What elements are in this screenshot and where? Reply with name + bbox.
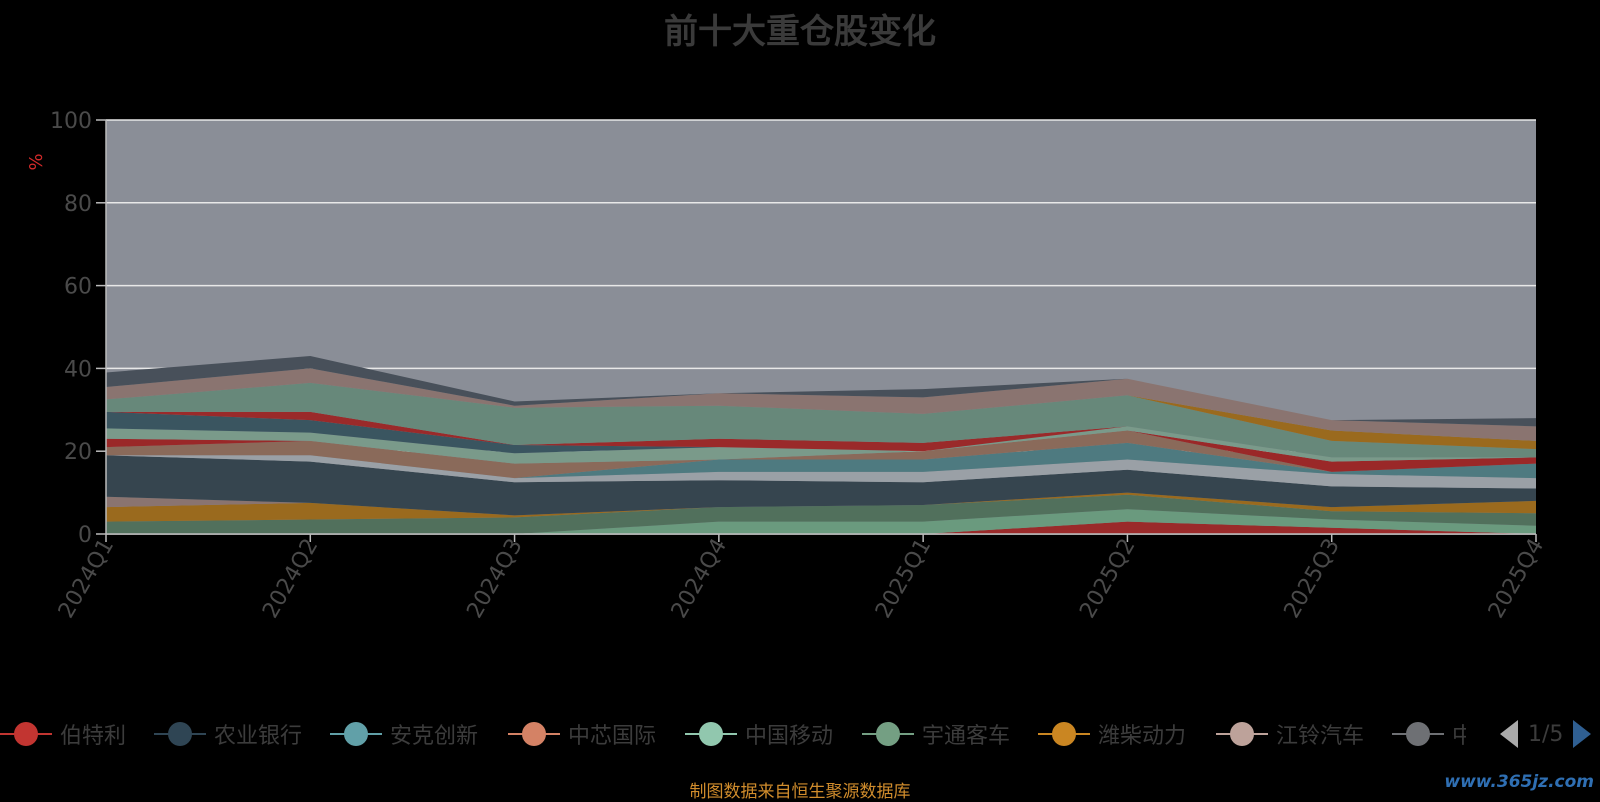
area-series-13 [106, 411, 1536, 458]
x-tick-label: 2024Q3 [462, 535, 527, 623]
legend-marker-icon [330, 721, 382, 747]
y-axis-label: % [26, 153, 47, 170]
area-series-15 [106, 382, 1536, 450]
area-series-4 [106, 492, 1536, 522]
area-series-6 [106, 455, 1536, 516]
legend-page-indicator: 1/5 [1528, 721, 1564, 747]
legend-marker-dot [1230, 722, 1254, 746]
x-tick-label: 2025Q4 [1484, 535, 1549, 623]
legend-marker-dot [168, 722, 192, 746]
legend: 伯特利 农业银行 安克创新 中芯国际 中国移动 宇通客车 潍柴动力 江铃汽车 中 1/5 [0, 714, 1600, 754]
legend-marker-icon [685, 721, 737, 747]
legend-label: 江铃汽车 [1276, 724, 1365, 749]
legend-item[interactable]: 潍柴动力 [1038, 714, 1186, 754]
x-tick-label: 2025Q3 [1280, 535, 1345, 623]
y-tick-label: 60 [64, 275, 92, 300]
area-series-17 [106, 356, 1536, 427]
legend-marker-icon [1038, 721, 1090, 747]
area-series-12 [106, 411, 1536, 458]
y-tick-label: 40 [64, 357, 92, 382]
area-series-11 [106, 426, 1536, 464]
legend-marker-icon [154, 721, 206, 747]
legend-label: 安克创新 [390, 724, 479, 749]
y-tick-label: 0 [78, 523, 92, 548]
legend-items: 伯特利 农业银行 安克创新 中芯国际 中国移动 宇通客车 潍柴动力 江铃汽车 中 [0, 714, 1466, 754]
legend-label: 潍柴动力 [1098, 724, 1187, 749]
legend-marker-dot [699, 722, 723, 746]
x-tick-label: 2024Q2 [258, 535, 323, 623]
legend-label: 伯特利 [60, 724, 127, 749]
area-series-14 [106, 382, 1536, 458]
area-series [106, 356, 1536, 534]
legend-next-page-icon[interactable] [1573, 720, 1592, 748]
legend-marker-dot [1052, 722, 1076, 746]
legend-prev-page-icon[interactable] [1500, 720, 1518, 748]
watermark: www.365jz.com [1444, 772, 1594, 792]
legend-label: 农业银行 [214, 724, 303, 749]
x-tick-label: 2025Q2 [1075, 535, 1140, 623]
x-tick-label: 2025Q1 [871, 535, 936, 623]
legend-marker-icon [508, 721, 560, 747]
legend-item[interactable]: 安克创新 [330, 714, 478, 754]
legend-item[interactable]: 中国移动 [685, 714, 833, 754]
x-tick-label: 2024Q4 [667, 535, 732, 623]
legend-item[interactable]: 江铃汽车 [1216, 714, 1364, 754]
y-tick-label: 100 [50, 109, 92, 134]
legend-marker-dot [1406, 722, 1430, 746]
legend-label: 中 [1452, 724, 1466, 749]
legend-marker-dot [522, 722, 546, 746]
legend-marker-icon [1216, 721, 1268, 747]
legend-marker-dot [344, 722, 368, 746]
legend-marker-dot [876, 722, 900, 746]
area-series-3 [106, 494, 1536, 534]
area-series-9 [106, 430, 1536, 479]
legend-pager: 1/5 [1500, 718, 1592, 750]
legend-label: 中国移动 [745, 724, 834, 749]
area-series-16 [106, 368, 1536, 441]
legend-label: 中芯国际 [568, 724, 657, 749]
legend-marker-dot [14, 722, 38, 746]
area-series-8 [106, 442, 1536, 479]
y-tick-label: 20 [64, 440, 92, 465]
legend-item[interactable]: 中芯国际 [508, 714, 656, 754]
legend-item[interactable]: 伯特利 [0, 714, 126, 754]
legend-item[interactable]: 宇通客车 [862, 714, 1010, 754]
legend-label: 宇通客车 [922, 724, 1011, 749]
source-note: 制图数据来自恒生聚源数据库 [689, 782, 911, 802]
y-tick-label: 80 [64, 192, 92, 217]
area-series-1 [106, 521, 1536, 534]
legend-marker-icon [0, 721, 52, 747]
legend-marker-icon [862, 721, 914, 747]
legend-marker-icon [1392, 721, 1444, 747]
legend-item[interactable]: 中 [1392, 714, 1466, 754]
legend-item[interactable]: 农业银行 [154, 714, 302, 754]
area-series-10 [106, 430, 1536, 472]
chart-title: 前十大重仓股变化 [664, 12, 936, 52]
